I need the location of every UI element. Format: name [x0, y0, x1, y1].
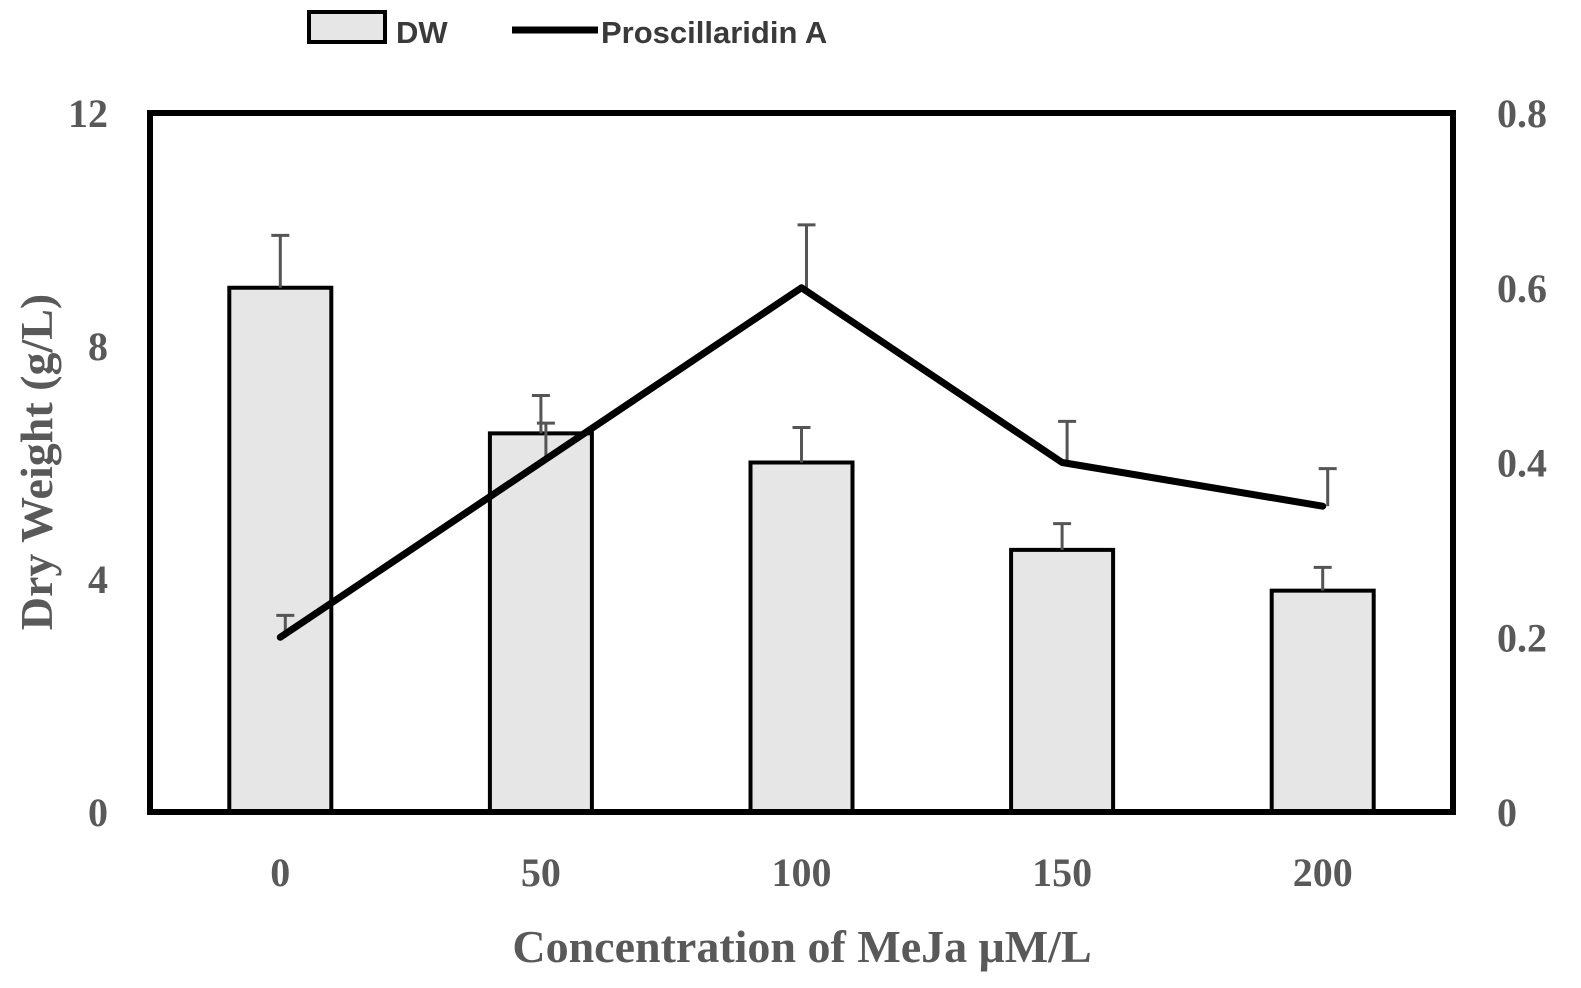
- proscillaridin-error-bar-100: [797, 223, 816, 288]
- dw-bars: [227, 285, 1376, 815]
- dw-bar-150: [1009, 547, 1116, 814]
- y-axis-right-ticks: 0 0.2 0.4 0.6 0.8: [1497, 91, 1547, 835]
- x-tick-label: 150: [1032, 850, 1092, 895]
- y-right-tick-label: 0.6: [1497, 266, 1547, 311]
- y-right-tick-label: 0.4: [1497, 441, 1547, 486]
- legend-dw-swatch: [307, 10, 387, 44]
- proscillaridin-point-100: [798, 284, 805, 291]
- proscillaridin-error-bar-200: [1318, 467, 1337, 507]
- legend-dw-label: DW: [396, 15, 448, 50]
- dw-error-bar-100: [792, 426, 811, 463]
- proscillaridin-point-50: [537, 459, 544, 466]
- dw-error-bar-150: [1053, 522, 1072, 550]
- y-axis-left-ticks: 0 4 8 12: [68, 91, 108, 835]
- x-axis-title: Concentration of MeJa μM/L: [512, 921, 1091, 972]
- dw-bar-100: [748, 460, 855, 814]
- legend-proscillaridin-label: Proscillaridin A: [601, 15, 827, 50]
- y-left-tick-label: 12: [68, 91, 108, 136]
- x-axis-ticks: 0 50 100 150 200: [270, 850, 1352, 895]
- y-left-tick-label: 4: [88, 557, 108, 602]
- y-right-tick-label: 0: [1497, 790, 1517, 835]
- legend: DW Proscillaridin A: [307, 10, 827, 50]
- x-tick-label: 0: [270, 850, 290, 895]
- plot-area-frame: [147, 110, 1456, 815]
- dw-error-bars: [271, 233, 1332, 591]
- dw-bar-200: [1269, 588, 1376, 815]
- x-tick-label: 200: [1293, 850, 1353, 895]
- y-left-tick-label: 0: [88, 790, 108, 835]
- proscillaridin-error-bar-150: [1058, 419, 1077, 463]
- dw-error-bar-0: [271, 233, 290, 288]
- dw-bar-0: [227, 285, 334, 814]
- dw-error-bar-50: [531, 394, 550, 434]
- y-axis-title: Dry Weight (g/L): [11, 294, 62, 630]
- proscillaridin-line-layer: [276, 284, 1327, 641]
- x-tick-label: 100: [772, 850, 832, 895]
- proscillaridin-point-150: [1059, 459, 1066, 466]
- y-left-tick-label: 8: [88, 324, 108, 369]
- proscillaridin-point-200: [1319, 503, 1326, 510]
- y-right-tick-label: 0.2: [1497, 615, 1547, 660]
- dw-error-bar-200: [1313, 565, 1332, 591]
- proscillaridin-point-0: [277, 634, 284, 641]
- x-tick-label: 50: [521, 850, 561, 895]
- y-right-tick-label: 0.8: [1497, 91, 1547, 136]
